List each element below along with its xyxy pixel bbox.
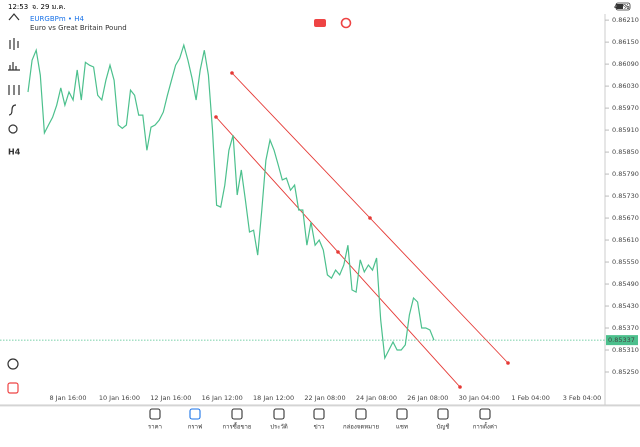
x-tick-label: 18 Jan 12:00 [253, 394, 294, 402]
price-line [27, 42, 435, 361]
tool-function[interactable] [8, 104, 17, 116]
x-tick-label: 10 Jan 16:00 [99, 394, 140, 402]
y-tick-label: 0.85850 [612, 148, 639, 156]
tool-indicators[interactable] [8, 85, 20, 95]
nav-label[interactable]: กล่องจดหมาย [343, 424, 379, 431]
y-tick-label: 0.85970 [612, 104, 639, 112]
current-price-box [606, 335, 638, 346]
nav-icon[interactable] [189, 408, 201, 420]
y-tick-label: 0.85730 [612, 192, 639, 200]
tool-cursor[interactable] [8, 13, 20, 21]
nav-label[interactable]: กราฟ [188, 424, 202, 431]
trend-point [214, 115, 218, 119]
description: Euro vs Great Britain Pound [30, 24, 127, 32]
current-price-label: 0.85337 [608, 336, 635, 344]
trend-point [458, 385, 462, 389]
x-tick-label: 3 Feb 04:00 [563, 394, 602, 402]
status-date: จ. 29 ม.ค. [32, 3, 65, 11]
y-tick-label: 0.85310 [612, 346, 639, 354]
y-tick-label: 0.86030 [612, 82, 639, 90]
nav-icon[interactable] [437, 408, 449, 420]
nav-label[interactable]: ราคา [148, 424, 162, 431]
symbol: EURGBPm • H4 [30, 15, 85, 23]
y-tick-label: 0.86150 [612, 38, 639, 46]
tool-settings[interactable] [7, 382, 19, 394]
trend-point [506, 361, 510, 365]
indicator-button[interactable] [340, 17, 352, 29]
x-tick-label: 22 Jan 08:00 [304, 394, 345, 402]
x-tick-label: 30 Jan 04:00 [459, 394, 500, 402]
x-tick-label: 24 Jan 08:00 [356, 394, 397, 402]
nav-label[interactable]: ข่าว [314, 424, 325, 431]
y-tick-label: 0.85910 [612, 126, 639, 134]
nav-label[interactable]: แชท [396, 424, 408, 431]
nav-icon[interactable] [149, 408, 161, 420]
x-tick-label: 1 Feb 04:00 [511, 394, 550, 402]
y-tick-label: 0.86210 [612, 16, 639, 24]
battery-fill [617, 4, 623, 9]
x-tick-label: 16 Jan 12:00 [202, 394, 243, 402]
x-tick-label: 12 Jan 16:00 [150, 394, 191, 402]
nav-icon[interactable] [396, 408, 408, 420]
x-tick-label: 26 Jan 08:00 [407, 394, 448, 402]
nav-icon[interactable] [479, 408, 491, 420]
tool-objects[interactable] [8, 124, 18, 134]
trend-point [336, 250, 340, 254]
y-tick-label: 0.85790 [612, 170, 639, 178]
nav-label[interactable]: การซื้อขาย [223, 421, 252, 431]
y-tick-label: 0.85430 [612, 302, 639, 310]
x-tick-label: 8 Jan 16:00 [49, 394, 86, 402]
y-tick-label: 0.85490 [612, 280, 639, 288]
y-tick-label: 0.85550 [612, 258, 639, 266]
nav-label[interactable]: ประวัติ [270, 424, 288, 431]
y-tick-label: 0.85610 [612, 236, 639, 244]
y-tick-label: 0.85670 [612, 214, 639, 222]
y-tick-label: 0.86090 [612, 60, 639, 68]
nav-icon[interactable] [231, 408, 243, 420]
trend-point [230, 71, 234, 75]
y-tick-label: 0.85250 [612, 368, 639, 376]
trend-point [368, 216, 372, 220]
battery-icon [615, 2, 631, 11]
nav-label[interactable]: การตั้งค่า [473, 421, 497, 431]
tool-bars[interactable] [8, 62, 20, 71]
nav-icon[interactable] [273, 408, 285, 420]
y-tick-label: 0.85370 [612, 324, 639, 332]
side-toolbar [7, 13, 20, 394]
status-time: 12:53 [8, 3, 28, 11]
nav-icon[interactable] [355, 408, 367, 420]
timeframe[interactable]: H4 [8, 148, 21, 157]
nav-icon[interactable] [313, 408, 325, 420]
nav-label[interactable]: บัญชี [437, 423, 450, 431]
tool-chart-type[interactable] [9, 38, 19, 50]
trade-button[interactable] [314, 19, 326, 27]
tool-zoom[interactable] [7, 358, 19, 370]
